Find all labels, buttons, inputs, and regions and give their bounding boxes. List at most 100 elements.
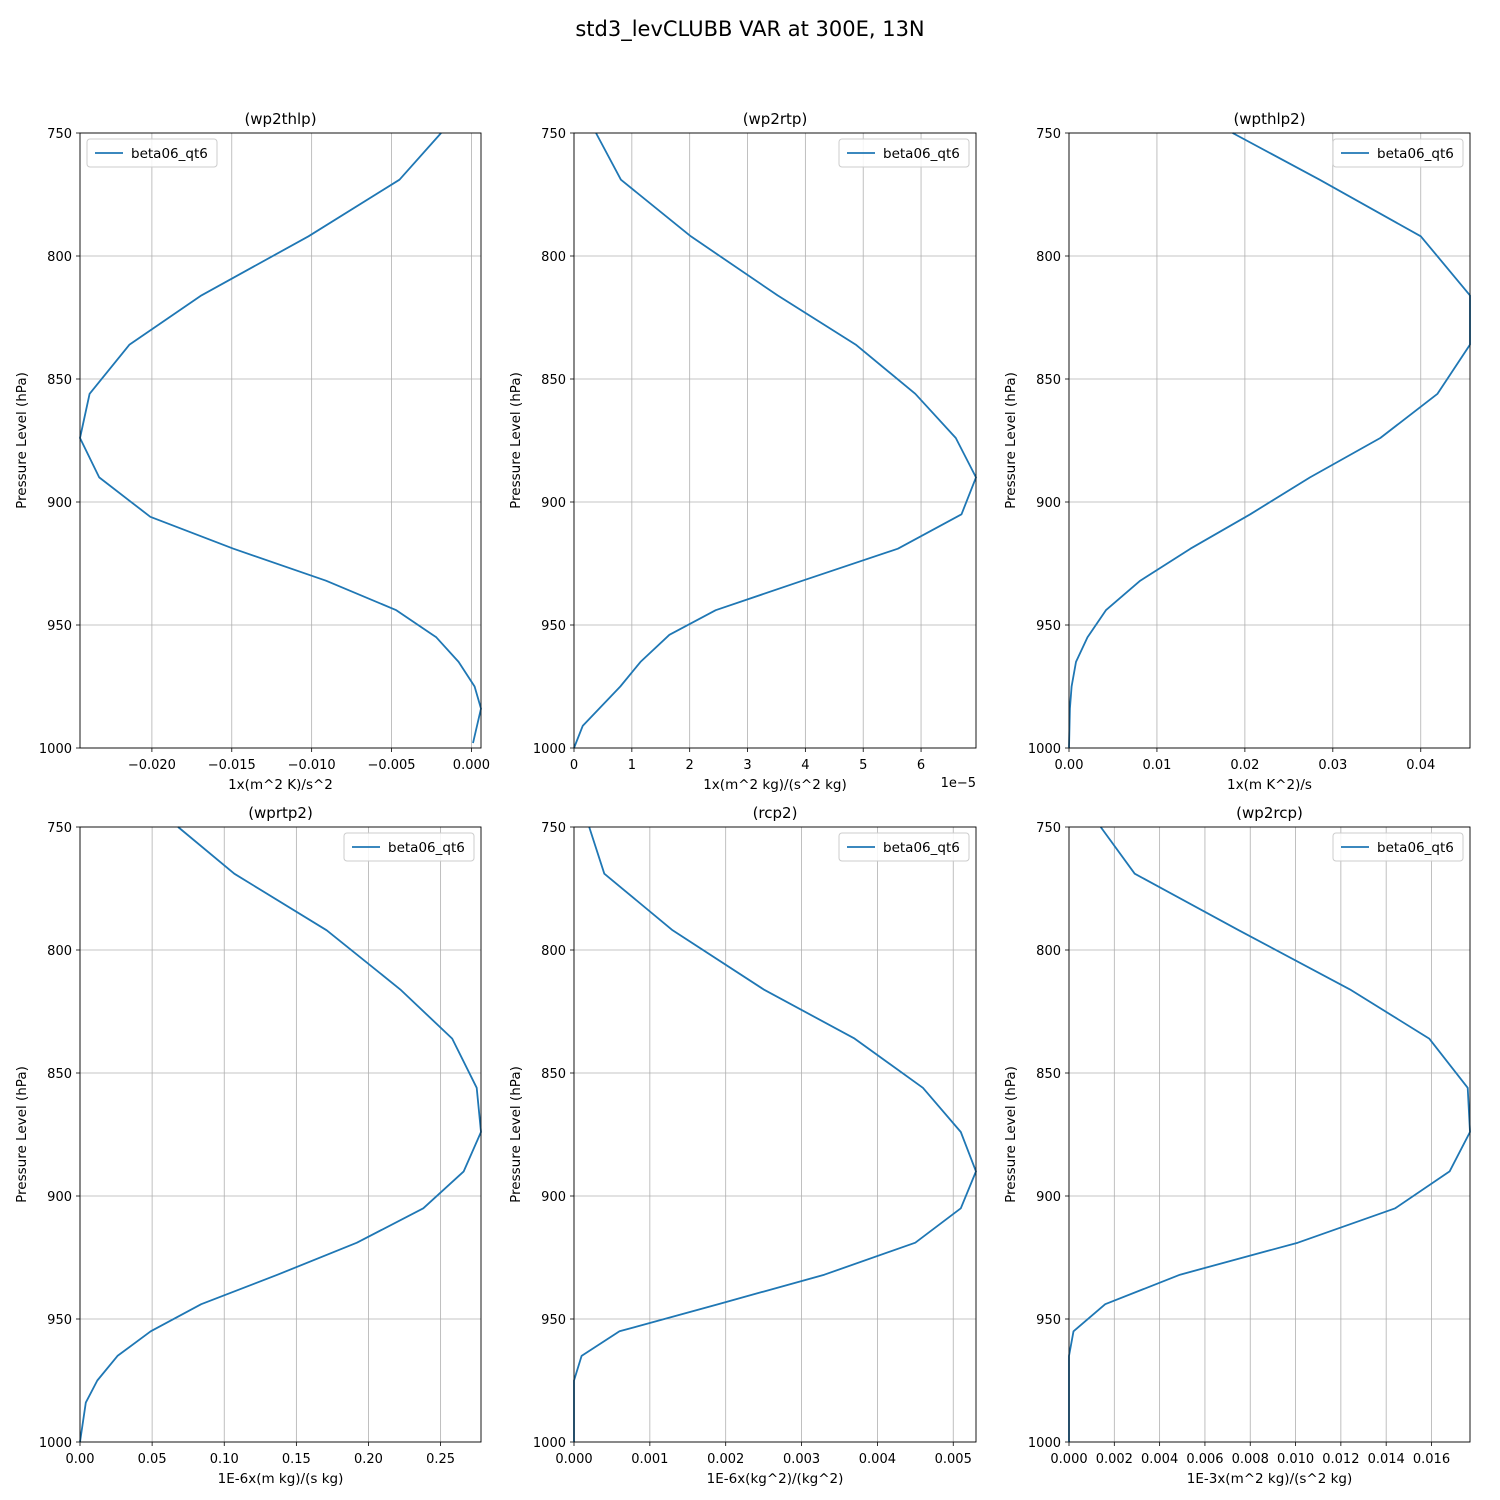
x-tick-label: 6 <box>917 758 925 773</box>
x-tick-label: 0.003 <box>783 1452 820 1467</box>
x-tick-label: 3 <box>743 758 751 773</box>
x-tick-label: 0.03 <box>1318 758 1347 773</box>
axes-frame <box>79 132 482 749</box>
x-tick-label: −0.005 <box>367 758 415 773</box>
legend: beta06_qt6 <box>838 138 970 168</box>
subplot-title: (wp2rcp) <box>1236 804 1303 822</box>
subplot-grid: −0.020 −0.015 −0.010 −0.005 0.00075080085090… <box>14 110 1471 1487</box>
y-tick-label: 850 <box>1036 1067 1061 1082</box>
legend: beta06_qt6 <box>838 832 970 862</box>
axes-frame <box>79 826 482 1443</box>
x-axis-label: 1E-6x(kg^2)/(kg^2) <box>707 1471 844 1487</box>
x-tick-label: 0.000 <box>1050 1452 1087 1467</box>
subplot-3: 0.00 0.01 0.02 0.03 0.04 750 800 850 900 950 1000 (… <box>1003 110 1471 793</box>
legend-label: beta06_qt6 <box>1377 840 1454 856</box>
x-tick-label: 0.25 <box>426 1452 455 1467</box>
subplot-1: −0.020 −0.015 −0.010 −0.005 0.000 750 800 850 90… <box>14 110 490 793</box>
y-tick-label: 950 <box>1036 1313 1061 1328</box>
series-line-beta06_qt6 <box>79 826 482 1443</box>
subplot-5: 0.000 0.001 0.002 0.003 0.004 0.005 750 800 850 9… <box>508 804 977 1487</box>
legend-label: beta06_qt6 <box>131 146 208 162</box>
x-tick-label: 0.01 <box>1142 758 1171 773</box>
x-axis-label: 1E-3x(m^2 kg)/(s^2 kg) <box>1187 1471 1353 1487</box>
subplot-title: (rcp2) <box>753 804 798 822</box>
legend: beta06_qt6 <box>1332 138 1464 168</box>
legend-box <box>343 832 475 862</box>
x-tick-label: −0.020 <box>128 758 176 773</box>
y-tick-label: 900 <box>541 1190 566 1205</box>
x-axis-label: 1x(m^2 K)/s^2 <box>228 777 333 793</box>
series-line-beta06_qt6 <box>1068 132 1471 749</box>
x-tick-label: 0.00 <box>66 1452 95 1467</box>
legend-box <box>838 138 970 168</box>
subplot-title: (wp2rtp) <box>743 110 808 128</box>
y-tick-label: 750 <box>1036 127 1061 142</box>
y-axis-label: Pressure Level (hPa) <box>14 1066 30 1203</box>
x-tick-label: 0.002 <box>1096 1452 1133 1467</box>
y-tick-label: 850 <box>47 373 72 388</box>
y-tick-label: 750 <box>47 821 72 836</box>
y-tick-label: 800 <box>541 250 566 265</box>
y-tick-label: 950 <box>541 1313 566 1328</box>
y-axis-label: Pressure Level (hPa) <box>508 372 524 509</box>
series-line-beta06_qt6 <box>1068 826 1471 1442</box>
series-line-beta06_qt6 <box>573 132 977 749</box>
subplot-title: (wpthlp2) <box>1233 110 1305 128</box>
y-tick-label: 750 <box>541 127 566 142</box>
y-tick-label: 1000 <box>39 1436 72 1451</box>
x-tick-label: 0.02 <box>1230 758 1259 773</box>
y-tick-label: 900 <box>541 496 566 511</box>
x-tick-label: 5 <box>859 758 867 773</box>
x-tick-label: 0.15 <box>282 1452 311 1467</box>
x-tick-label: 0.000 <box>555 1452 592 1467</box>
x-tick-label: 0.10 <box>210 1452 239 1467</box>
y-axis-label: Pressure Level (hPa) <box>508 1066 524 1203</box>
legend-label: beta06_qt6 <box>388 840 465 856</box>
x-tick-label: 0.006 <box>1186 1452 1223 1467</box>
y-tick-label: 800 <box>47 250 72 265</box>
x-tick-label: −0.015 <box>208 758 256 773</box>
x-tick-label: 0.012 <box>1322 1452 1359 1467</box>
y-tick-label: 750 <box>1036 821 1061 836</box>
y-tick-label: 800 <box>1036 944 1061 959</box>
x-offset-text: 1e−5 <box>941 776 976 791</box>
x-tick-label: 0.014 <box>1368 1452 1405 1467</box>
x-tick-label: 0.002 <box>707 1452 744 1467</box>
x-tick-label: 0.010 <box>1277 1452 1314 1467</box>
subplot-4: 0.00 0.05 0.10 0.15 0.20 0.25 750 800 850 900 950 1… <box>14 804 482 1487</box>
y-tick-label: 750 <box>47 127 72 142</box>
axes-frame <box>1068 132 1471 749</box>
subplot-6: 0.000 0.002 0.004 0.006 0.008 0.010 0.012 0.014… <box>1003 804 1471 1487</box>
x-axis-label: 1x(m K^2)/s <box>1227 777 1312 793</box>
y-tick-label: 800 <box>1036 250 1061 265</box>
x-tick-label: 0.016 <box>1413 1452 1450 1467</box>
x-tick-label: 0.005 <box>935 1452 972 1467</box>
series-line-beta06_qt6 <box>79 132 482 744</box>
y-axis-label: Pressure Level (hPa) <box>1003 372 1019 509</box>
y-tick-label: 950 <box>47 619 72 634</box>
y-tick-label: 800 <box>47 944 72 959</box>
x-tick-label: 0.05 <box>138 1452 167 1467</box>
y-tick-label: 950 <box>541 619 566 634</box>
legend-box <box>838 832 970 862</box>
x-tick-label: 0.00 <box>1055 758 1084 773</box>
x-tick-label: 0 <box>570 758 578 773</box>
y-tick-label: 1000 <box>533 742 566 757</box>
legend-label: beta06_qt6 <box>883 146 960 162</box>
y-tick-label: 1000 <box>1028 742 1061 757</box>
x-tick-label: 0.001 <box>631 1452 668 1467</box>
x-tick-label: 0.004 <box>1141 1452 1178 1467</box>
y-axis-label: Pressure Level (hPa) <box>14 372 30 509</box>
x-axis-label: 1E-6x(m kg)/(s kg) <box>218 1471 344 1487</box>
x-tick-label: 0.20 <box>354 1452 383 1467</box>
y-tick-label: 850 <box>1036 373 1061 388</box>
legend-box <box>1332 832 1464 862</box>
x-axis-label: 1x(m^2 kg)/(s^2 kg) <box>703 777 847 793</box>
figure-title: std3_levCLUBB VAR at 300E, 13N <box>575 17 924 42</box>
y-tick-label: 900 <box>1036 496 1061 511</box>
y-tick-label: 850 <box>541 373 566 388</box>
y-tick-label: 1000 <box>1028 1436 1061 1451</box>
axes-frame <box>573 826 977 1443</box>
y-tick-label: 900 <box>47 496 72 511</box>
